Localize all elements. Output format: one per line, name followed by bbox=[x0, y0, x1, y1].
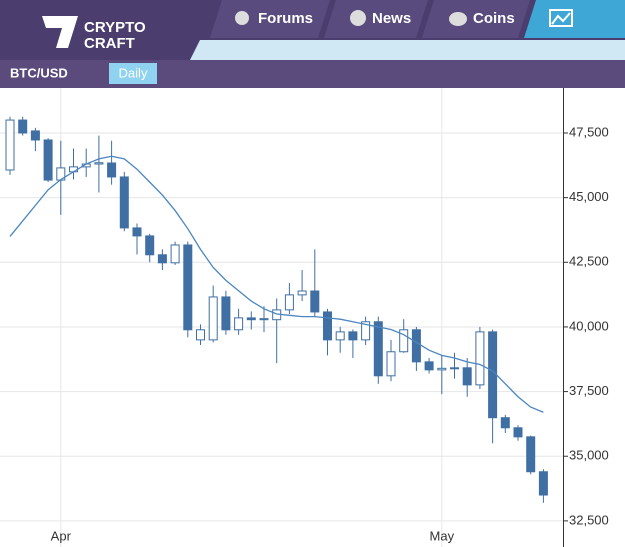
tab-bg bbox=[422, 0, 530, 38]
candle-body bbox=[437, 367, 447, 371]
chart-tab[interactable] bbox=[524, 0, 625, 38]
candle-body bbox=[323, 311, 332, 341]
x-tick-label: Apr bbox=[51, 528, 72, 543]
candle-body bbox=[234, 317, 244, 331]
tab-icon bbox=[449, 12, 467, 26]
candle-body bbox=[259, 318, 269, 321]
candle-body bbox=[107, 162, 117, 178]
tab-icon bbox=[235, 11, 249, 25]
candle-body bbox=[310, 290, 320, 313]
candle-body bbox=[475, 331, 485, 386]
logo-text: CRAFT bbox=[84, 35, 135, 52]
tab-label[interactable]: News bbox=[372, 10, 411, 27]
candle-body bbox=[526, 436, 536, 473]
candle-body bbox=[411, 329, 421, 363]
candle-body bbox=[246, 317, 256, 321]
y-tick-label: 37,500 bbox=[569, 383, 609, 398]
candle-body bbox=[208, 296, 218, 341]
candle-body bbox=[119, 176, 129, 229]
candle-body bbox=[157, 254, 167, 264]
candle-body bbox=[183, 244, 193, 331]
chart-icon bbox=[549, 9, 573, 27]
candle-body bbox=[399, 329, 409, 353]
candle-body bbox=[424, 361, 434, 371]
candle-body bbox=[335, 331, 345, 341]
logo-text: CRYPTO bbox=[84, 19, 146, 36]
y-tick-label: 47,500 bbox=[569, 124, 609, 139]
candle-body bbox=[30, 130, 40, 141]
tab-bg bbox=[210, 0, 330, 38]
candle-body bbox=[43, 139, 53, 181]
candle-body bbox=[284, 294, 294, 311]
logo-mark bbox=[42, 16, 78, 48]
y-tick-label: 32,500 bbox=[569, 512, 609, 527]
sub-strip bbox=[190, 40, 625, 60]
tab-bg bbox=[324, 0, 428, 38]
candle-body bbox=[5, 119, 15, 171]
candle-body bbox=[18, 119, 28, 134]
y-tick-label: 45,000 bbox=[569, 189, 609, 204]
chart: 32,500 35,000 37,500 40,000 42,500 45,000 47,5… bbox=[0, 88, 609, 547]
candle-body bbox=[450, 367, 459, 370]
chart-icon bbox=[551, 12, 571, 25]
symbol[interactable]: BTC/USD bbox=[10, 65, 68, 80]
candle-body bbox=[348, 331, 358, 341]
candle-body bbox=[196, 329, 205, 341]
tab-icon bbox=[350, 10, 366, 26]
candle-body bbox=[361, 321, 371, 341]
y-tick-label: 35,000 bbox=[569, 448, 609, 463]
y-tick-label: 42,500 bbox=[569, 254, 609, 269]
toolbar bbox=[0, 60, 625, 88]
moving-average bbox=[9, 155, 544, 413]
y-tick-label: 40,000 bbox=[569, 318, 609, 333]
candle-body bbox=[462, 367, 472, 386]
plot-area bbox=[0, 88, 625, 547]
candle-body bbox=[94, 162, 104, 165]
candle-body bbox=[386, 351, 396, 377]
candle-body bbox=[538, 471, 548, 496]
candle-body bbox=[145, 235, 155, 256]
tab-label[interactable]: Forums bbox=[258, 10, 313, 27]
candle-body bbox=[488, 331, 498, 419]
candle-body bbox=[297, 290, 307, 296]
timeframe-button[interactable] bbox=[109, 63, 157, 84]
candle-body bbox=[373, 321, 383, 377]
x-tick-label: May bbox=[430, 528, 455, 543]
candle-body bbox=[513, 427, 523, 438]
candle-body bbox=[221, 296, 231, 331]
candle-body bbox=[132, 227, 142, 237]
timeframe[interactable]: Daily bbox=[119, 65, 148, 80]
candle-body bbox=[500, 417, 510, 429]
candle-body bbox=[170, 244, 180, 264]
tab-label[interactable]: Coins bbox=[473, 10, 515, 27]
